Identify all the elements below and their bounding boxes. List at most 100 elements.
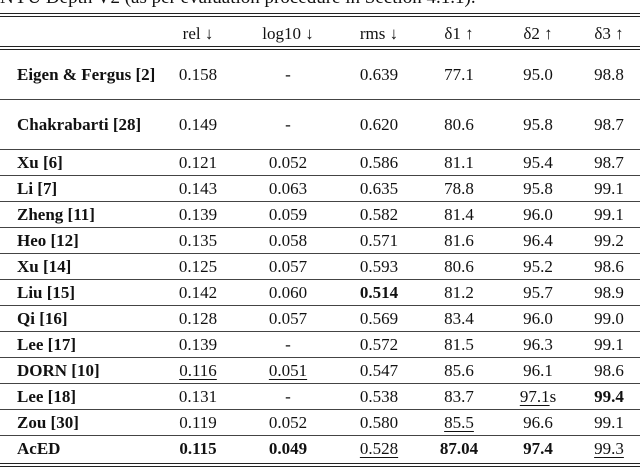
metric-cell: 0.586 <box>338 149 420 176</box>
metric-value: 95.0 <box>523 65 553 84</box>
metric-cell: 0.119 <box>158 409 238 436</box>
metric-cell: 95.0 <box>498 50 578 100</box>
metric-value: 95.8 <box>523 179 553 198</box>
method-name: Xu [6] <box>0 149 158 176</box>
metric-value: 0.586 <box>359 153 399 172</box>
metric-value: 99.2 <box>594 231 624 250</box>
table-row: Eigen & Fergus [2] 0.158 - 0.639 77.1 95.0 98.… <box>0 50 640 100</box>
metric-value: 98.8 <box>594 65 624 84</box>
table-row: DORN [10] 0.116 0.051 0.547 85.6 96.1 98.6 <box>0 357 640 384</box>
metric-value: 0.052 <box>268 413 308 432</box>
metric-value: 98.7 <box>594 115 624 134</box>
metric-cell: 80.6 <box>420 253 498 280</box>
metric-value: 77.1 <box>444 65 474 84</box>
metric-cell: 99.0 <box>578 305 640 332</box>
column-header: δ1 ↑ <box>444 23 474 43</box>
metric-cell: 0.121 <box>158 149 238 176</box>
metric-cell: 0.049 <box>238 436 338 462</box>
metric-cell: 0.569 <box>338 305 420 332</box>
metric-value: 99.3 <box>594 439 624 458</box>
metric-cell: 0.538 <box>338 383 420 410</box>
column-header: rms ↓ <box>359 23 399 43</box>
metric-cell: 98.8 <box>578 50 640 100</box>
metric-cell: 96.6 <box>498 409 578 436</box>
metric-value: 99.0 <box>594 309 624 328</box>
metric-cell: 0.572 <box>338 331 420 358</box>
metric-cell: 0.149 <box>158 99 238 150</box>
metric-value: 85.6 <box>444 361 474 380</box>
metric-cell: 0.060 <box>238 279 338 306</box>
metric-cell: 0.528 <box>338 436 420 462</box>
metric-value: - <box>285 335 291 354</box>
column-header <box>0 17 158 50</box>
metric-value: 99.1 <box>594 179 624 198</box>
metric-value: 95.2 <box>523 257 553 276</box>
metric-cell: 0.547 <box>338 357 420 384</box>
metric-cell: 80.6 <box>420 99 498 150</box>
metric-cell: 0.143 <box>158 175 238 202</box>
metric-value: 0.547 <box>359 361 399 380</box>
method-name: DORN [10] <box>0 357 158 384</box>
metric-cell: 0.128 <box>158 305 238 332</box>
header-double-rule <box>0 46 640 50</box>
table-row: Qi [16] 0.128 0.057 0.569 83.4 96.0 99.0 <box>0 305 640 332</box>
metric-value: 98.6 <box>594 257 624 276</box>
metric-value: 96.0 <box>523 205 553 224</box>
header-row: rel ↓ log10 ↓ rms ↓ δ1 ↑ δ2 ↑ δ3 ↑ <box>0 17 640 50</box>
bottom-double-rule <box>0 463 640 467</box>
method-name: Xu [14] <box>0 253 158 280</box>
metric-value: 0.620 <box>359 115 399 134</box>
metric-value: 0.142 <box>178 283 218 302</box>
metric-cell: 0.620 <box>338 99 420 150</box>
metric-cell: 0.158 <box>158 50 238 100</box>
metric-cell: 0.063 <box>238 175 338 202</box>
metric-cell: 0.135 <box>158 227 238 254</box>
metric-cell: 83.7 <box>420 383 498 410</box>
metric-cell: 96.0 <box>498 305 578 332</box>
metric-value: 97.4 <box>523 439 553 458</box>
metric-cell: - <box>238 50 338 100</box>
metric-cell: 99.3 <box>578 436 640 462</box>
metric-value: 0.593 <box>359 257 399 276</box>
metric-value: 0.121 <box>178 153 218 172</box>
metric-cell: 0.052 <box>238 149 338 176</box>
metric-cell: 98.7 <box>578 149 640 176</box>
metric-value: 85.5 <box>444 413 474 432</box>
metric-value: 0.635 <box>359 179 399 198</box>
method-name: Lee [18] <box>0 383 158 410</box>
method-name: Zheng [11] <box>0 201 158 228</box>
metric-value: 81.4 <box>444 205 474 224</box>
metric-cell: 96.4 <box>498 227 578 254</box>
metric-value: 0.119 <box>179 413 217 432</box>
metric-value: 0.128 <box>178 309 218 328</box>
metric-value: 0.571 <box>359 231 399 250</box>
metric-cell: 98.6 <box>578 357 640 384</box>
metric-value: 98.9 <box>594 283 624 302</box>
metric-value: 0.572 <box>359 335 399 354</box>
metric-cell: 95.7 <box>498 279 578 306</box>
metric-cell: 99.4 <box>578 383 640 410</box>
metric-cell: 0.057 <box>238 253 338 280</box>
metric-value: 0.149 <box>178 115 218 134</box>
metric-cell: 0.580 <box>338 409 420 436</box>
metric-value: 0.063 <box>268 179 308 198</box>
metric-cell: 77.1 <box>420 50 498 100</box>
metric-cell: 85.6 <box>420 357 498 384</box>
method-name: Zou [30] <box>0 409 158 436</box>
table-caption: NYU Depth V2 (as per evaluation procedur… <box>0 0 640 9</box>
metric-cell: 87.04 <box>420 436 498 462</box>
metric-cell: 96.3 <box>498 331 578 358</box>
table-row: AcED 0.115 0.049 0.528 87.04 97.4 99.3 <box>0 436 640 462</box>
metric-value: 87.04 <box>439 439 479 458</box>
metric-cell: 81.2 <box>420 279 498 306</box>
metric-cell: 95.8 <box>498 175 578 202</box>
metric-value: 96.3 <box>523 335 553 354</box>
metric-value: 83.4 <box>444 309 474 328</box>
table-row: Lee [17] 0.139 - 0.572 81.5 96.3 99.1 <box>0 331 640 358</box>
metric-cell: 98.7 <box>578 99 640 150</box>
table-row: Xu [6] 0.121 0.052 0.586 81.1 95.4 98.7 <box>0 149 640 176</box>
metric-value: 97.1 <box>519 387 550 406</box>
metric-value: 98.6 <box>594 361 624 380</box>
metric-value: 80.6 <box>444 115 474 134</box>
column-header: δ2 ↑ <box>523 23 553 43</box>
